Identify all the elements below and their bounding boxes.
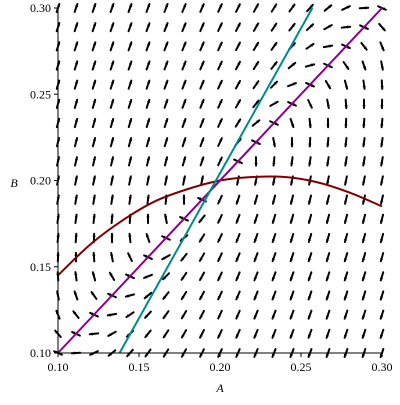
y-tick-label: 0.25 [30,87,51,101]
y-tick-label: 0.20 [30,174,51,188]
y-tick-label: 0.30 [30,1,51,15]
x-tick-label: 0.20 [210,360,231,374]
y-tick-label: 0.15 [30,260,51,274]
x-tick-label: 0.10 [48,360,69,374]
x-tick-label: 0.15 [129,360,150,374]
x-axis-label: A [215,381,224,395]
x-tick-label: 0.25 [291,360,312,374]
y-axis-label: B [10,176,18,190]
x-tick-label: 0.30 [372,360,393,374]
y-tick-label: 0.10 [30,346,51,360]
